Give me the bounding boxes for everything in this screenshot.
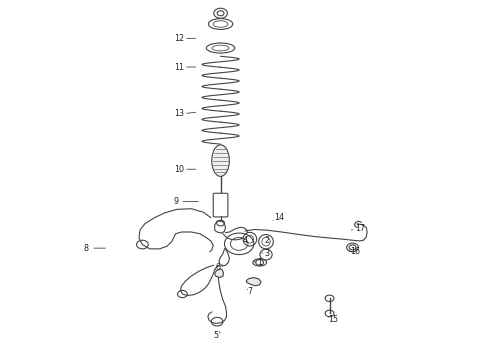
Polygon shape — [215, 221, 225, 233]
Text: 5: 5 — [213, 332, 218, 341]
Text: 3: 3 — [265, 249, 270, 258]
Polygon shape — [215, 269, 223, 278]
Text: 9: 9 — [173, 197, 178, 206]
Ellipse shape — [260, 249, 272, 260]
Text: 14: 14 — [274, 213, 284, 222]
Text: 8: 8 — [84, 244, 89, 253]
Text: 1: 1 — [257, 258, 262, 267]
Text: 2: 2 — [265, 237, 270, 246]
Text: 4: 4 — [243, 237, 247, 246]
FancyBboxPatch shape — [213, 193, 228, 217]
Text: 6: 6 — [216, 264, 220, 273]
Text: 16: 16 — [350, 247, 360, 256]
Ellipse shape — [243, 232, 257, 246]
Text: 12: 12 — [174, 34, 184, 43]
Text: 17: 17 — [355, 224, 365, 233]
Ellipse shape — [259, 234, 273, 249]
Text: 10: 10 — [174, 165, 184, 174]
Ellipse shape — [212, 145, 229, 176]
Ellipse shape — [253, 259, 267, 266]
Text: 15: 15 — [328, 315, 338, 324]
Polygon shape — [246, 278, 261, 286]
Text: 13: 13 — [174, 109, 184, 118]
Text: 11: 11 — [174, 63, 184, 72]
Text: 7: 7 — [247, 287, 252, 296]
